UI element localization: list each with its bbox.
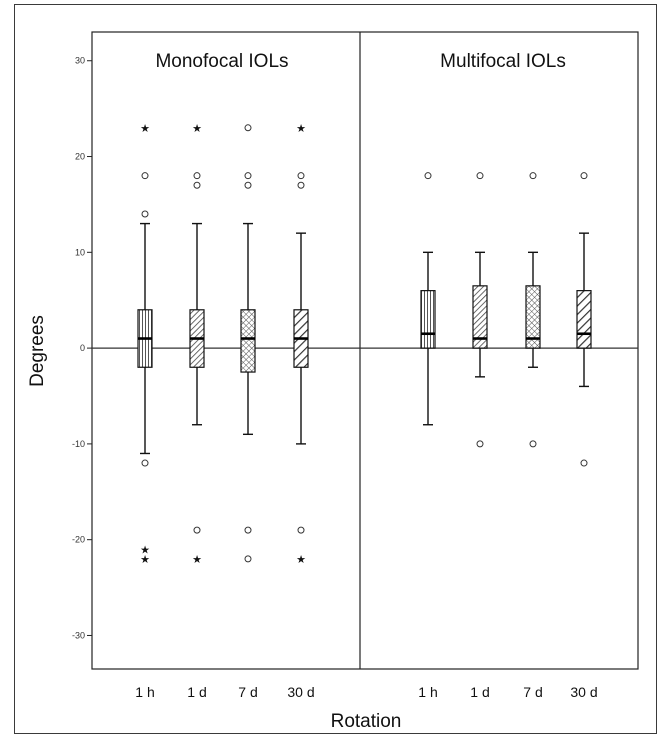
outlier-point [297,172,305,180]
x-category-label: 7 d [523,684,542,700]
outlier-point [244,172,252,180]
extreme-point: ★ [140,543,150,556]
x-axis: 1 h 1 d 7 d 30 d 1 h 1 d 7 d 30 d [135,684,597,700]
plot-area [91,31,639,670]
y-tick-label: 10 [75,247,85,257]
panel-title-monofocal: Monofocal IOLs [155,51,288,72]
y-tick-label: 30 [75,56,85,66]
x-category-label: 1 h [418,684,437,700]
x-category-label: 1 d [470,684,489,700]
outlier-point [141,459,149,467]
outlier-point [580,459,588,467]
outlier-point [141,210,149,218]
outlier-point [193,526,201,534]
box-iqr [240,309,256,373]
box-monofocal-1d: ★★ [189,122,205,566]
box-iqr [576,290,592,349]
outlier-point [476,440,484,448]
box-monofocal-7d [240,124,256,563]
panel-title-multifocal: Multifocal IOLs [440,51,566,72]
x-category-label: 1 d [187,684,206,700]
box-iqr [420,290,436,349]
outlier-point [424,172,432,180]
box-multifocal-30d [576,172,592,467]
y-tick-label: -30 [72,630,85,640]
box-multifocal-1d [472,172,488,448]
extreme-point: ★ [296,122,306,135]
box-multifocal-1h [420,172,436,426]
y-axis-title: Degrees [27,315,48,387]
box-monofocal-1h: ★★★ [137,122,153,566]
outlier-point [141,172,149,180]
outlier-point [244,526,252,534]
y-tick-label: -10 [72,439,85,449]
outlier-point [297,526,305,534]
extreme-point: ★ [140,553,150,566]
outlier-point [476,172,484,180]
y-tick-label: -20 [72,535,85,545]
box-iqr [472,285,488,349]
outlier-point [529,440,537,448]
outlier-point [193,181,201,189]
extreme-point: ★ [296,553,306,566]
x-category-label: 1 h [135,684,154,700]
extreme-point: ★ [192,122,202,135]
y-tick-label: 20 [75,152,85,162]
outlier-point [244,124,252,132]
x-category-label: 30 d [570,684,597,700]
x-axis-title: Rotation [331,711,402,732]
outlier-point [529,172,537,180]
outlier-point [297,181,305,189]
outlier-point [244,181,252,189]
outlier-point [244,555,252,563]
extreme-point: ★ [192,553,202,566]
outlier-point [580,172,588,180]
x-category-label: 30 d [287,684,314,700]
box-monofocal-30d: ★★ [293,122,309,566]
box-series: ★★★★★★★ [137,122,592,566]
x-category-label: 7 d [238,684,257,700]
box-multifocal-7d [525,172,541,448]
extreme-point: ★ [140,122,150,135]
y-axis: -30 -20 -10 0 10 20 30 [72,56,92,640]
box-iqr [525,285,541,349]
figure-frame [14,4,657,734]
outlier-point [193,172,201,180]
y-tick-label: 0 [80,343,85,353]
